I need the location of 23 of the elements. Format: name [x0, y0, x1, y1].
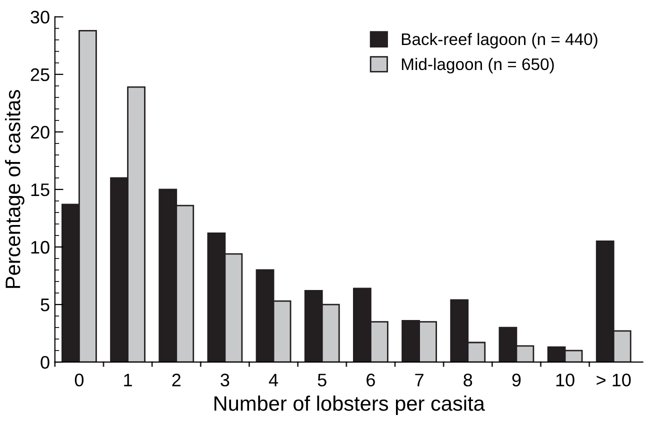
y-tick-label: 0 [40, 356, 50, 369]
x-tick-label: 8 [464, 374, 472, 386]
legend-label: Mid-lagoon (n = 650) [402, 58, 554, 74]
y-axis-title: Percentage of casitas [4, 90, 24, 288]
x-tick-label: 4 [268, 374, 278, 386]
y-tick-label: 5 [40, 298, 50, 312]
x-tick-label: 0 [74, 374, 84, 386]
x-tick-label: 3 [220, 374, 230, 386]
y-tick-label: 25 [30, 68, 50, 82]
y-tick-label: 10 [31, 240, 50, 254]
legend-label: Back-reef lagoon (n = 440) [402, 32, 598, 48]
y-tick-label: 15 [31, 184, 50, 196]
x-tick-label: 5 [318, 374, 326, 386]
x-tick-label: 9 [512, 374, 521, 386]
x-tick-label: 1 [124, 374, 132, 386]
x-tick-label: 10 [556, 374, 574, 386]
x-axis-title: Number of lobsters per casita [214, 396, 485, 415]
x-tick-label: 2 [172, 374, 180, 386]
x-tick-label: 7 [415, 374, 424, 386]
y-tick-label: 30 [30, 10, 50, 24]
x-tick-label: > 10 [596, 374, 631, 386]
x-tick-label: 6 [366, 374, 375, 386]
y-tick-label: 20 [30, 126, 50, 139]
